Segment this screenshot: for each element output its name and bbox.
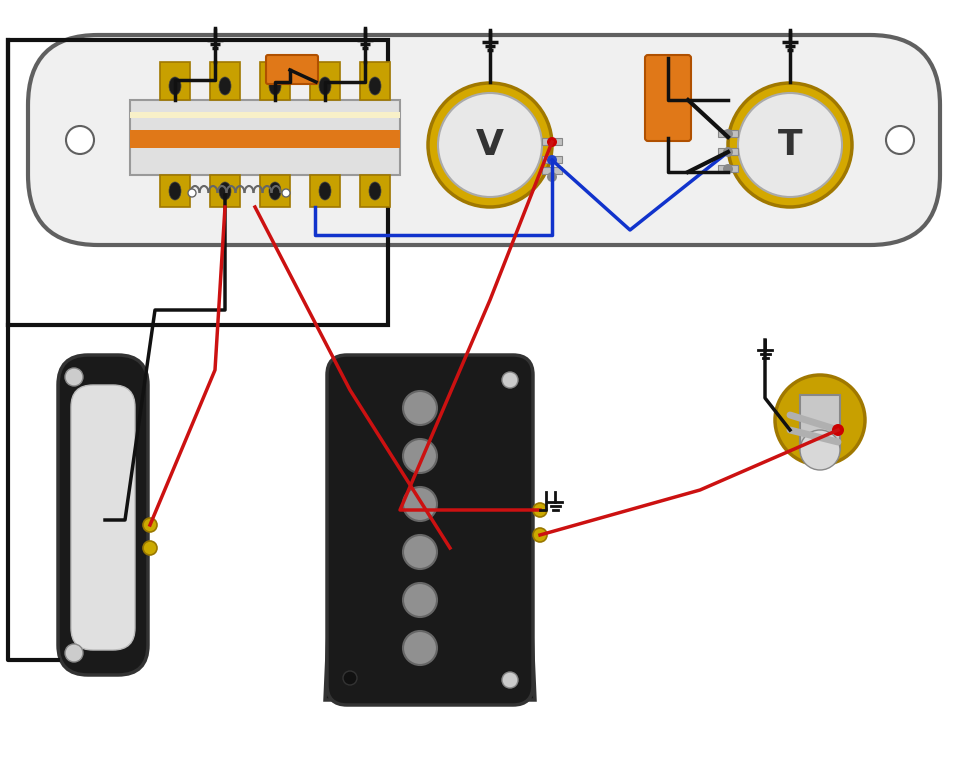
Circle shape (547, 137, 557, 147)
Ellipse shape (319, 77, 331, 95)
Bar (160, 62, 190, 100)
Circle shape (533, 503, 547, 517)
Ellipse shape (269, 77, 281, 95)
Ellipse shape (219, 182, 231, 200)
Circle shape (403, 439, 437, 473)
Bar (542, 156, 562, 163)
Ellipse shape (269, 182, 281, 200)
FancyBboxPatch shape (266, 55, 318, 84)
Circle shape (547, 172, 557, 182)
Circle shape (723, 129, 733, 139)
Circle shape (728, 83, 852, 207)
Polygon shape (325, 360, 535, 700)
Circle shape (723, 147, 733, 157)
Circle shape (832, 424, 844, 436)
FancyBboxPatch shape (71, 385, 135, 650)
Circle shape (343, 671, 357, 685)
Bar (160, 175, 190, 207)
FancyBboxPatch shape (58, 355, 148, 675)
Circle shape (66, 126, 94, 154)
Circle shape (403, 631, 437, 665)
Ellipse shape (169, 182, 181, 200)
Circle shape (143, 541, 157, 555)
Circle shape (886, 126, 914, 154)
Bar (360, 175, 390, 207)
FancyBboxPatch shape (327, 355, 533, 705)
Bar (210, 175, 240, 207)
Circle shape (143, 518, 157, 532)
Bar (210, 62, 240, 100)
Bar (260, 62, 290, 100)
Bar (718, 165, 738, 172)
FancyBboxPatch shape (645, 55, 691, 141)
Text: T: T (778, 128, 803, 162)
FancyBboxPatch shape (28, 35, 940, 245)
Bar (542, 138, 562, 145)
Circle shape (403, 583, 437, 617)
Circle shape (800, 430, 840, 470)
Circle shape (723, 164, 733, 174)
Bar (130, 130, 400, 148)
Ellipse shape (169, 77, 181, 95)
Ellipse shape (369, 182, 381, 200)
Bar (718, 148, 738, 155)
Circle shape (502, 672, 518, 688)
Bar (130, 112, 400, 118)
Text: V: V (476, 128, 504, 162)
Bar (260, 175, 290, 207)
Circle shape (403, 535, 437, 569)
Circle shape (775, 375, 865, 465)
Ellipse shape (369, 77, 381, 95)
Circle shape (403, 391, 437, 425)
Circle shape (65, 368, 83, 386)
Circle shape (547, 155, 557, 165)
Circle shape (65, 644, 83, 662)
Bar (800, 395, 840, 450)
Bar (542, 167, 562, 174)
Circle shape (533, 528, 547, 542)
Ellipse shape (219, 77, 231, 95)
Bar (718, 130, 738, 137)
Circle shape (502, 372, 518, 388)
Bar (130, 100, 400, 175)
Circle shape (428, 83, 552, 207)
Circle shape (282, 189, 290, 197)
Bar (8, 40, 388, 325)
Bar (360, 62, 390, 100)
Circle shape (738, 93, 842, 197)
Circle shape (403, 487, 437, 521)
Circle shape (188, 189, 196, 197)
Ellipse shape (319, 182, 331, 200)
Bar (310, 62, 340, 100)
Circle shape (438, 93, 542, 197)
Bar (310, 175, 340, 207)
